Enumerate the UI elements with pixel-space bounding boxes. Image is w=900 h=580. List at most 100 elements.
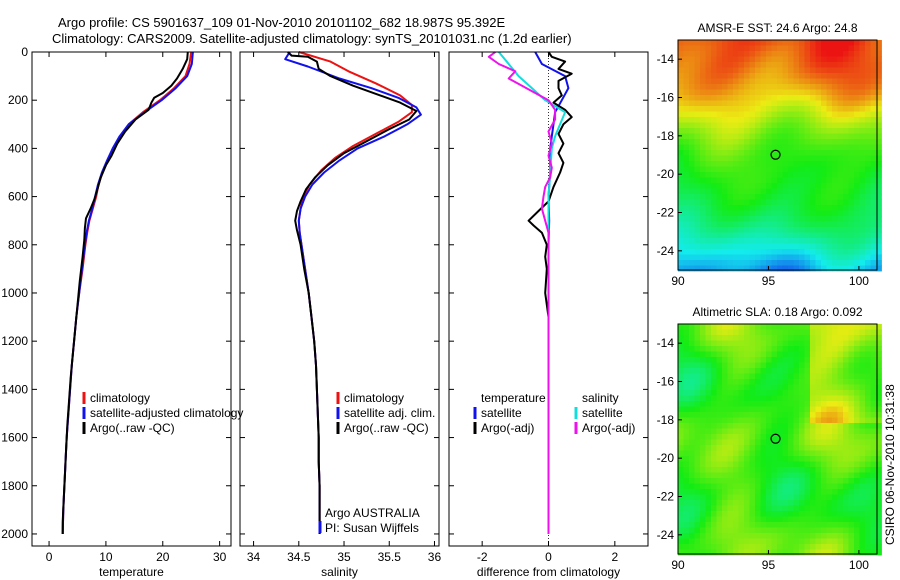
heatmap-cell [766, 199, 772, 206]
heatmap-cell [716, 221, 723, 228]
heatmap-cell [678, 205, 684, 211]
heatmap-cell [749, 483, 756, 490]
heatmap-cell [843, 254, 849, 261]
heatmap-cell [876, 511, 882, 517]
heatmap-cell [876, 216, 882, 222]
heatmap-cell [700, 390, 706, 396]
heatmap-cell [678, 155, 684, 162]
heatmap-cell [837, 84, 844, 90]
heatmap-cell [705, 177, 712, 184]
heatmap-cell [870, 95, 877, 101]
heatmap-cell [832, 56, 838, 63]
heatmap-cell [865, 45, 871, 52]
heatmap-cell [683, 461, 690, 468]
heatmap-cell [815, 522, 822, 528]
heatmap-cell [771, 467, 778, 473]
heatmap-cell [815, 73, 822, 79]
heatmap-cell [694, 216, 701, 222]
heatmap-cell [859, 395, 866, 402]
heatmap-cell [700, 346, 706, 352]
heatmap-cell [793, 254, 800, 261]
heatmap-cell [782, 439, 789, 446]
heatmap-cell [810, 434, 816, 440]
heatmap-cell [848, 456, 855, 462]
heatmap-cell [821, 401, 827, 407]
heatmap-cell [738, 95, 745, 101]
heatmap-cell [766, 249, 772, 255]
heatmap-cell [760, 95, 767, 101]
heatmap-cell [694, 100, 701, 107]
heatmap-cell [870, 227, 877, 233]
heatmap-cell [777, 335, 783, 341]
heatmap-cell [744, 194, 750, 200]
heatmap-cell [766, 390, 772, 396]
heatmap-cell [678, 45, 684, 52]
heatmap-cell [760, 194, 767, 200]
heatmap-cell [876, 489, 882, 495]
heatmap-cell [876, 265, 882, 272]
heatmap-cell [755, 122, 761, 129]
heatmap-cell [755, 373, 761, 380]
heatmap-cell [837, 439, 844, 446]
heatmap-cell [705, 450, 712, 457]
heatmap-cell [799, 128, 805, 134]
heatmap-cell [815, 549, 822, 556]
heatmap-cell [755, 505, 761, 512]
heatmap-cell [843, 166, 849, 173]
heatmap-cell [810, 346, 816, 352]
heatmap-cell [716, 505, 723, 512]
heatmap-cell [848, 450, 855, 457]
heatmap-cell [876, 357, 882, 363]
heatmap-cell [744, 254, 750, 261]
heatmap-cell [848, 406, 855, 413]
heatmap-cell [859, 478, 866, 484]
heatmap-cell [870, 500, 877, 506]
heatmap-cell [738, 346, 745, 352]
heatmap-cell [810, 516, 816, 523]
heatmap-cell [832, 390, 838, 396]
heatmap-cell [716, 205, 723, 211]
heatmap-cell [744, 461, 750, 468]
heatmap-cell [705, 516, 712, 523]
heatmap-cell [854, 128, 860, 134]
heatmap-cell [683, 172, 690, 178]
heatmap-cell [727, 194, 734, 200]
heatmap-cell [727, 494, 734, 501]
heatmap-cell [744, 516, 750, 523]
heatmap-cell [799, 379, 805, 385]
heatmap-cell [843, 260, 849, 266]
x-tick-label: 34 [247, 550, 261, 564]
heatmap-cell [678, 188, 684, 195]
heatmap-cell [799, 467, 805, 473]
heatmap-cell [744, 56, 750, 63]
heatmap-cell [771, 373, 778, 380]
heatmap-cell [826, 194, 833, 200]
heatmap-cell [788, 56, 794, 63]
heatmap-cell [854, 538, 860, 545]
heatmap-cell [694, 390, 701, 396]
heatmap-cell [744, 357, 750, 363]
heatmap-cell [782, 249, 789, 255]
heatmap-cell [689, 243, 695, 250]
heatmap-cell [782, 238, 789, 244]
heatmap-cell [848, 549, 855, 556]
heatmap-cell [848, 329, 855, 336]
heatmap-cell [837, 406, 844, 413]
heatmap-cell [766, 538, 772, 545]
heatmap-cell [793, 445, 800, 451]
heatmap-cell [700, 500, 706, 506]
heatmap-cell [771, 194, 778, 200]
heatmap-cell [837, 346, 844, 352]
heatmap-cell [810, 533, 816, 539]
heatmap-cell [700, 329, 706, 336]
heatmap-cell [810, 117, 816, 123]
heatmap-cell [777, 483, 783, 490]
heatmap-cell [689, 494, 695, 501]
heatmap-cell [832, 150, 838, 156]
heatmap-cell [848, 161, 855, 167]
heatmap-cell [755, 84, 761, 90]
heatmap-cell [689, 450, 695, 457]
heatmap-cell [722, 549, 728, 556]
heatmap-cell [799, 144, 805, 151]
heatmap-cell [722, 511, 728, 517]
